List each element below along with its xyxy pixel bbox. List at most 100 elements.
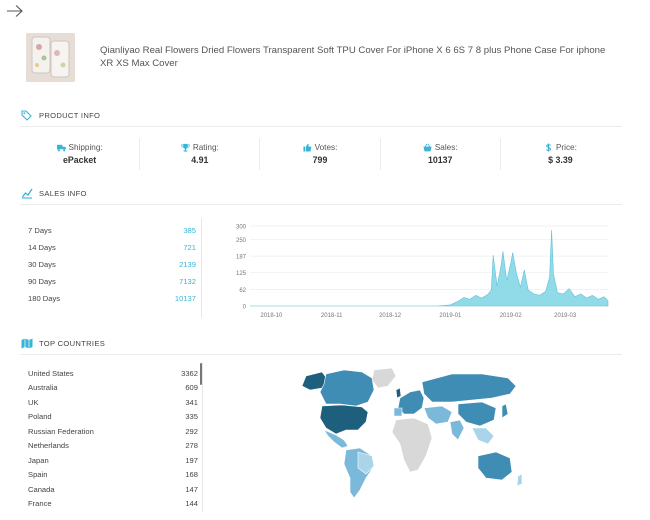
map-region-canada[interactable]	[319, 369, 375, 407]
country-count: 144	[185, 499, 198, 509]
map-region-greenland[interactable]	[371, 367, 397, 389]
tags-icon	[21, 110, 32, 121]
sales-period: 30 Days	[28, 260, 56, 269]
stat-label: Votes:	[314, 143, 338, 152]
list-item: France 144	[28, 497, 198, 512]
product-image[interactable]	[26, 33, 75, 82]
country-name: Japan	[28, 455, 49, 465]
sales-area-chart[interactable]: 0 62 125 187 250 300 2018-10 2018-11 2018-12 2019…	[216, 218, 612, 322]
stat-value: 799	[312, 155, 328, 165]
x-tick-label: 2018-11	[321, 313, 343, 319]
stat-votes: Votes: 799	[260, 138, 381, 170]
sales-period: 7 Days	[28, 226, 52, 235]
product-title[interactable]: Qianliyao Real Flowers Dried Flowers Tra…	[100, 45, 606, 69]
country-count: 609	[185, 383, 198, 393]
stat-label: Sales:	[434, 143, 458, 152]
sales-period: 14 Days	[28, 243, 56, 252]
map-region-united-states[interactable]	[319, 404, 369, 435]
divider	[20, 354, 622, 355]
country-name: France	[28, 499, 52, 509]
map-region-mexico[interactable]	[323, 429, 349, 449]
map-region-china[interactable]	[457, 401, 497, 427]
country-count: 168	[185, 470, 198, 480]
country-name: Canada	[28, 484, 55, 494]
map-region-africa[interactable]	[391, 417, 433, 473]
map-region-russian-federation[interactable]	[421, 373, 517, 403]
basket-icon	[423, 143, 432, 152]
stat-value: 10137	[427, 155, 453, 165]
y-tick-label: 250	[236, 238, 247, 244]
section-title: PRODUCT INFO	[39, 110, 101, 120]
y-tick-label: 187	[236, 255, 247, 261]
divider	[202, 362, 203, 512]
country-count: 335	[185, 412, 198, 422]
stat-value: 4.91	[191, 155, 209, 165]
country-count: 292	[185, 426, 198, 436]
list-item: Russian Federation 292	[28, 424, 198, 439]
product-info-header: PRODUCT INFO	[21, 107, 100, 123]
list-item: Japan 197	[28, 453, 198, 468]
divider	[20, 204, 622, 205]
sales-period: 180 Days	[28, 294, 61, 303]
stat-rating: Rating: 4.91	[140, 138, 261, 170]
map-region-india[interactable]	[449, 419, 465, 441]
list-item: Netherlands 278	[28, 439, 198, 454]
list-item: Australia 609	[28, 381, 198, 396]
product-stats: Shipping: ePacket Rating: 4.91 Votes: 79…	[20, 138, 620, 170]
stat-sales: Sales: 10137	[381, 138, 501, 170]
map-region-middle-east[interactable]	[423, 405, 453, 425]
stat-price: Price: $ 3.39	[501, 138, 620, 170]
sales-area-series[interactable]	[250, 229, 609, 307]
dollar-icon	[545, 143, 551, 152]
section-title: SALES INFO	[39, 188, 87, 198]
stat-label: Rating:	[192, 143, 219, 152]
sales-count: 10137	[174, 294, 196, 303]
section-title: TOP COUNTRIES	[39, 338, 106, 348]
divider	[201, 218, 202, 318]
country-name: Australia	[28, 383, 58, 393]
sales-count: 2139	[179, 260, 196, 269]
map-region-brazil[interactable]	[357, 451, 375, 475]
list-item: 14 Days 721	[28, 239, 196, 256]
country-name: Netherlands	[28, 441, 69, 451]
map-region-australia[interactable]	[477, 451, 513, 481]
list-item: 7 Days 385	[28, 222, 196, 239]
trophy-icon	[181, 143, 190, 152]
country-name: United States	[28, 368, 74, 378]
back-arrow-icon[interactable]	[6, 4, 24, 18]
country-name: Poland	[28, 412, 52, 422]
divider	[20, 126, 622, 127]
map-region-uk[interactable]	[395, 387, 402, 399]
country-count: 341	[185, 397, 198, 407]
thumbs-up-icon	[303, 143, 311, 152]
map-region-new-zealand[interactable]	[516, 473, 523, 487]
y-tick-label: 300	[236, 225, 247, 231]
list-item: 180 Days 10137	[28, 290, 196, 307]
country-name: Spain	[28, 470, 48, 480]
y-tick-label: 62	[239, 288, 246, 294]
x-tick-label: 2018-10	[260, 313, 283, 319]
map-marker-icon	[21, 338, 33, 349]
map-region-spain[interactable]	[393, 407, 403, 417]
y-tick-label: 0	[243, 305, 247, 311]
country-list: United States 3362 Australia 609 UK 341 Pol…	[28, 366, 198, 511]
x-tick-label: 2018-12	[379, 313, 402, 319]
sales-period: 90 Days	[28, 277, 56, 286]
country-count: 3362	[181, 368, 198, 378]
country-count: 197	[185, 455, 198, 465]
world-map[interactable]	[282, 364, 532, 504]
x-tick-label: 2019-03	[554, 313, 577, 319]
country-count: 278	[185, 441, 198, 451]
list-item: Spain 168	[28, 468, 198, 483]
map-region-southeast-asia[interactable]	[471, 427, 495, 445]
truck-icon	[56, 144, 66, 152]
chart-line-icon	[21, 188, 33, 199]
sales-count: 721	[183, 243, 196, 252]
country-list-scrollbar[interactable]	[200, 363, 202, 385]
sales-summary-list: 7 Days 385 14 Days 721 30 Days 2139 90 Days…	[28, 222, 196, 307]
sales-count: 385	[183, 226, 196, 235]
country-count: 147	[185, 484, 198, 494]
map-region-japan[interactable]	[501, 403, 509, 419]
top-countries-header: TOP COUNTRIES	[21, 335, 105, 351]
stat-value: ePacket	[62, 155, 97, 165]
